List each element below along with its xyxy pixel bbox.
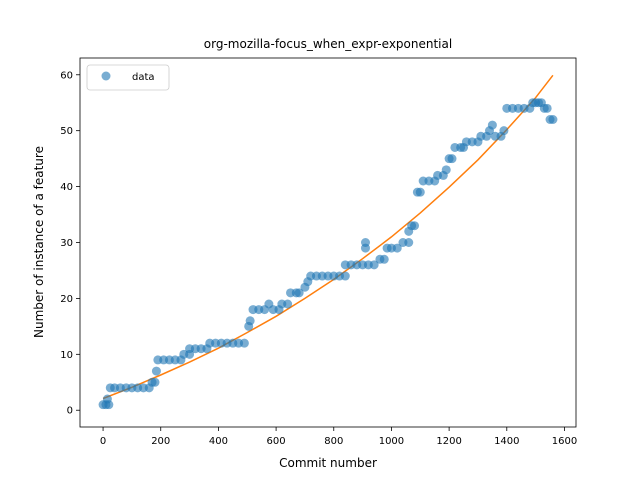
plot-area — [79, 57, 577, 428]
data-point — [415, 187, 425, 197]
data-point — [102, 394, 112, 404]
y-tick-label: 0 — [67, 406, 73, 417]
data-point — [404, 238, 414, 247]
legend-label-data: data — [132, 72, 155, 83]
legend: data — [86, 64, 170, 91]
y-tick-label: 30 — [60, 238, 73, 249]
y-tick-label: 40 — [60, 182, 73, 193]
x-axis: 0 200 400 600 800 1000 1200 1400 1600 — [100, 427, 577, 447]
data-point — [410, 221, 420, 231]
data-point — [447, 154, 457, 164]
x-tick-label: 200 — [151, 436, 170, 447]
x-tick-label: 1000 — [379, 436, 404, 447]
data-point — [151, 366, 161, 376]
chart-title: org-mozilla-focus_when_expr-exponential — [204, 37, 452, 51]
data-point — [239, 338, 249, 348]
data-point — [340, 271, 350, 281]
data-point — [379, 254, 389, 264]
data-point — [369, 260, 379, 270]
data-points-layer — [98, 98, 558, 410]
data-point — [441, 165, 451, 175]
data-point — [487, 120, 497, 130]
data-point — [283, 299, 293, 309]
y-tick-label: 10 — [60, 350, 73, 361]
x-axis-label: Commit number — [279, 456, 377, 470]
x-tick-label: 400 — [209, 436, 228, 447]
y-tick-label: 60 — [60, 70, 73, 81]
data-point — [548, 115, 558, 124]
data-point — [392, 243, 402, 253]
data-point — [150, 377, 160, 387]
data-point — [542, 103, 552, 113]
data-point — [360, 238, 370, 247]
y-tick-label: 50 — [60, 126, 73, 137]
y-axis-label: Number of instance of a feature — [32, 146, 46, 338]
x-tick-label: 1600 — [552, 436, 577, 447]
x-tick-label: 0 — [100, 436, 106, 447]
legend-marker-data — [101, 71, 111, 81]
x-tick-label: 800 — [324, 436, 343, 447]
x-tick-label: 1200 — [436, 436, 461, 447]
data-point — [499, 126, 509, 136]
data-point — [245, 316, 255, 326]
x-tick-label: 600 — [267, 436, 286, 447]
y-tick-label: 20 — [60, 294, 73, 305]
legend-box — [86, 64, 170, 91]
y-axis: 0 10 20 30 40 50 60 — [60, 70, 80, 417]
x-tick-label: 1400 — [494, 436, 519, 447]
data-point — [294, 288, 304, 298]
